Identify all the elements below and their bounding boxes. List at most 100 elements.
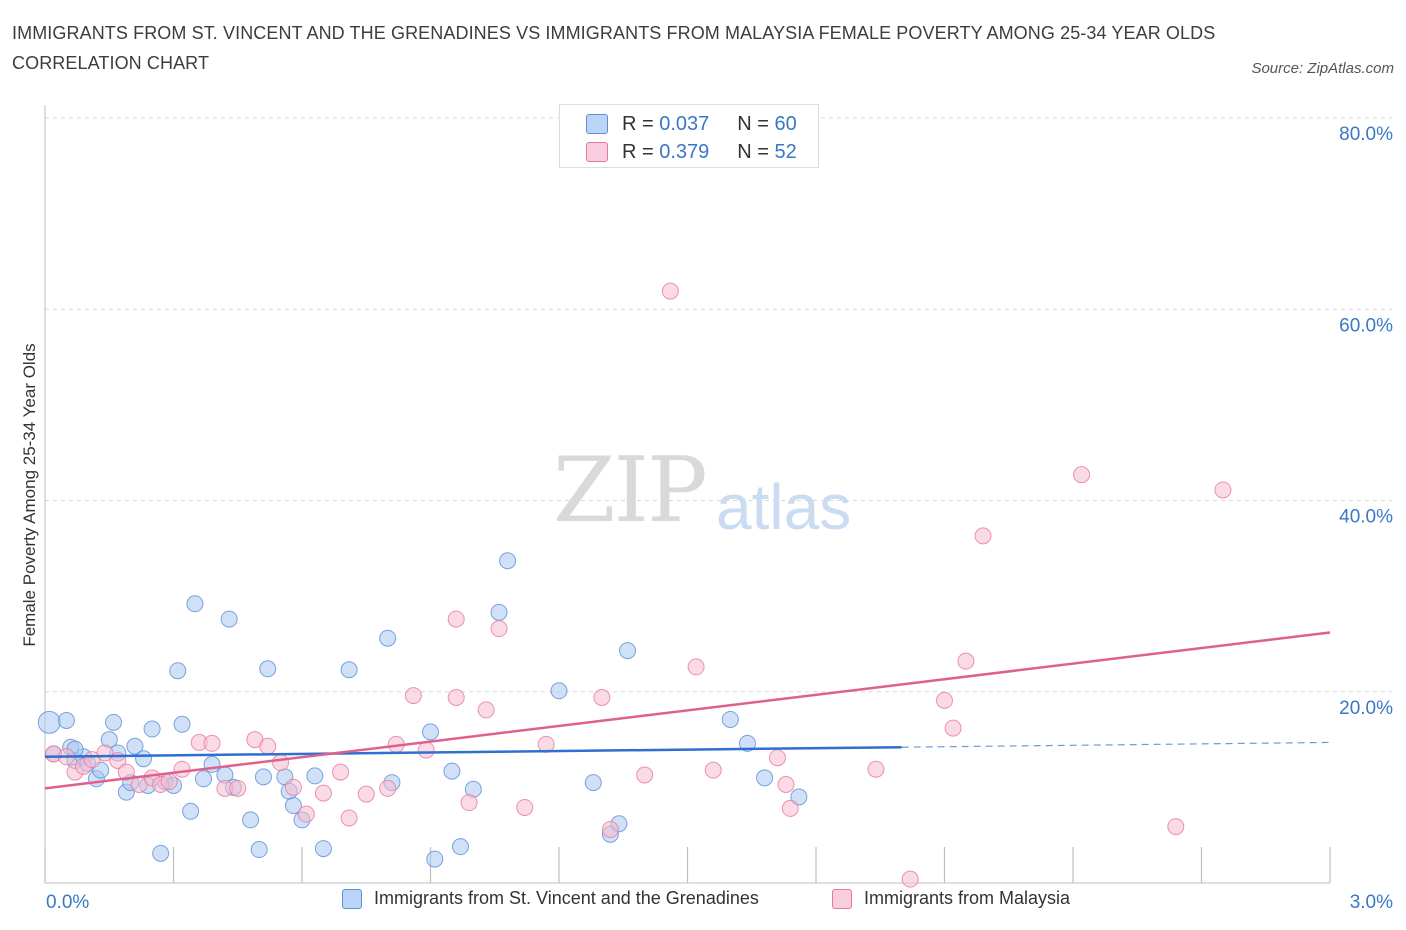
x-tick-label: 0.0% bbox=[46, 892, 89, 913]
gridlines bbox=[45, 117, 1392, 693]
source-label: Source: ZipAtlas.com bbox=[1251, 60, 1394, 77]
data-point bbox=[332, 763, 350, 781]
data-point bbox=[160, 773, 178, 791]
data-point bbox=[57, 711, 75, 729]
data-point bbox=[1073, 466, 1091, 484]
chart-title: IMMIGRANTS FROM ST. VINCENT AND THE GREN… bbox=[12, 23, 1216, 73]
data-point bbox=[242, 811, 260, 829]
data-point bbox=[490, 603, 508, 621]
legend-label-malaysia: Immigrants from Malaysia bbox=[864, 888, 1071, 908]
data-point bbox=[460, 794, 478, 812]
data-point bbox=[490, 620, 508, 638]
data-point bbox=[1214, 481, 1232, 499]
data-point bbox=[186, 595, 204, 613]
legend-swatch-blue bbox=[342, 888, 362, 909]
data-point bbox=[477, 701, 495, 719]
data-point bbox=[417, 741, 435, 759]
data-point bbox=[169, 662, 187, 680]
trend-line-malaysia bbox=[44, 631, 1331, 790]
n-label: N = bbox=[737, 112, 769, 135]
series-malaysia-points bbox=[45, 282, 1232, 888]
r-label: R = bbox=[622, 112, 654, 135]
data-point bbox=[259, 737, 277, 755]
data-point bbox=[250, 841, 268, 859]
legend-swatch-pink bbox=[832, 888, 852, 909]
data-point bbox=[756, 769, 774, 787]
data-point bbox=[314, 784, 332, 802]
n-value: 52 bbox=[774, 140, 797, 163]
data-point bbox=[404, 687, 422, 705]
data-point bbox=[426, 850, 444, 868]
data-point bbox=[619, 642, 637, 660]
data-point bbox=[254, 768, 272, 786]
data-point bbox=[936, 691, 953, 709]
legend-item-vincent: Immigrants from St. Vincent and the Gren… bbox=[342, 888, 759, 909]
data-point bbox=[777, 776, 795, 794]
legend-swatch-pink bbox=[586, 142, 608, 162]
data-point bbox=[173, 760, 191, 778]
data-point bbox=[173, 715, 191, 733]
data-point bbox=[1167, 818, 1185, 836]
data-point bbox=[447, 688, 465, 706]
data-point bbox=[867, 760, 885, 778]
n-label: N = bbox=[737, 140, 769, 163]
x-tick-label: 3.0% bbox=[1350, 892, 1393, 913]
n-value: 60 bbox=[774, 112, 797, 135]
stats-row-vincent: R = 0.037 N = 60 bbox=[586, 111, 797, 137]
data-point bbox=[126, 737, 144, 755]
data-point bbox=[957, 652, 975, 670]
data-point bbox=[357, 785, 375, 803]
watermark-atlas: atlas bbox=[716, 471, 852, 543]
data-point bbox=[194, 770, 212, 788]
data-point bbox=[135, 750, 153, 768]
data-point bbox=[37, 710, 61, 734]
data-point bbox=[117, 763, 135, 781]
data-point bbox=[601, 820, 619, 838]
data-point bbox=[340, 809, 358, 827]
r-value: 0.037 bbox=[659, 112, 710, 135]
data-point bbox=[721, 710, 739, 728]
data-point bbox=[584, 774, 602, 792]
data-point bbox=[379, 779, 397, 797]
data-point bbox=[314, 840, 332, 858]
y-tick-label: 20.0% bbox=[1339, 698, 1393, 719]
tick-labels: 20.0% 40.0% 60.0% 80.0% 0.0% 3.0% bbox=[46, 124, 1393, 913]
data-point bbox=[451, 838, 469, 856]
data-point bbox=[661, 282, 679, 300]
data-point bbox=[379, 629, 397, 647]
data-point bbox=[306, 767, 324, 785]
data-point bbox=[516, 798, 534, 816]
r-label: R = bbox=[622, 140, 654, 163]
data-point bbox=[182, 802, 200, 820]
data-point bbox=[704, 761, 722, 779]
y-tick-label: 40.0% bbox=[1339, 507, 1393, 528]
legend-label-vincent: Immigrants from St. Vincent and the Gren… bbox=[374, 888, 759, 908]
data-point bbox=[738, 734, 756, 752]
data-point bbox=[550, 682, 568, 700]
data-point bbox=[901, 870, 919, 888]
data-point bbox=[143, 720, 161, 738]
data-point bbox=[297, 805, 315, 823]
y-tick-label: 60.0% bbox=[1339, 315, 1393, 336]
data-point bbox=[781, 799, 799, 817]
data-point bbox=[220, 610, 238, 628]
trend-line-vincent-extension bbox=[901, 741, 1331, 748]
data-point bbox=[687, 658, 705, 676]
data-point bbox=[499, 552, 517, 570]
data-point bbox=[944, 719, 962, 737]
data-point bbox=[443, 762, 461, 780]
data-point bbox=[974, 527, 992, 545]
data-point bbox=[229, 779, 247, 797]
data-point bbox=[272, 754, 290, 772]
y-tick-label: 80.0% bbox=[1339, 124, 1393, 145]
data-point bbox=[790, 788, 808, 806]
data-point bbox=[447, 610, 465, 628]
legend-item-malaysia: Immigrants from Malaysia bbox=[832, 888, 1070, 909]
data-point bbox=[593, 688, 611, 706]
r-value: 0.379 bbox=[659, 140, 710, 163]
data-point bbox=[203, 755, 221, 773]
axes bbox=[44, 105, 1331, 884]
data-point bbox=[636, 766, 654, 784]
data-point bbox=[340, 661, 358, 679]
